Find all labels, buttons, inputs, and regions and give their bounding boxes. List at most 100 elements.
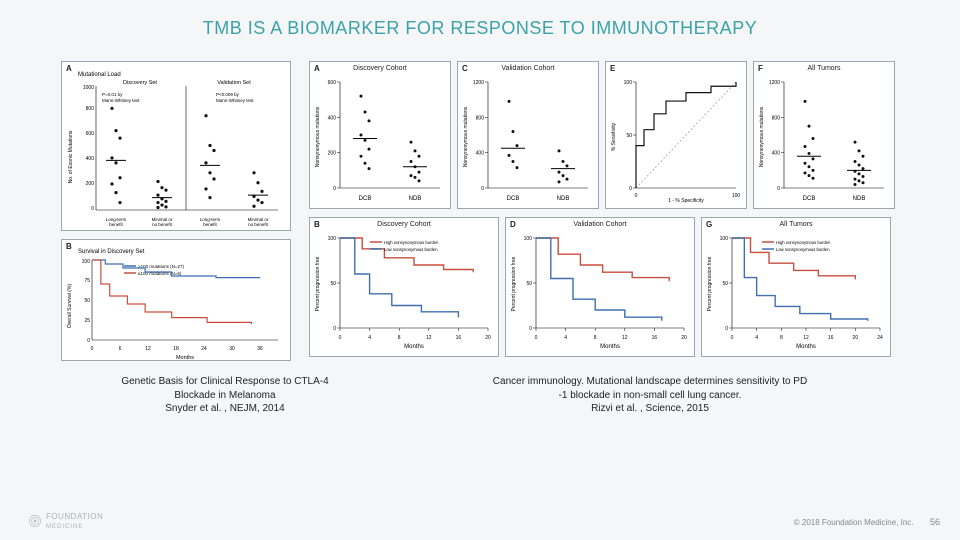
svg-text:20: 20 — [485, 335, 491, 341]
svg-text:0: 0 — [333, 326, 336, 332]
panel-A-mutational-load: A Mutational Load No. of Exonic Mutation… — [61, 61, 291, 231]
svg-text:Mann-Whitney test: Mann-Whitney test — [102, 98, 140, 103]
caption-left: Genetic Basis for Clinical Response to C… — [30, 375, 350, 416]
svg-text:benefit: benefit — [109, 222, 123, 227]
svg-text:24: 24 — [877, 335, 883, 341]
svg-text:Nonsynonymous mutations: Nonsynonymous mutations — [463, 106, 469, 167]
svg-text:0: 0 — [481, 186, 484, 192]
svg-text:0: 0 — [339, 335, 342, 341]
svg-text:800: 800 — [476, 115, 485, 121]
svg-text:36: 36 — [257, 346, 263, 352]
svg-text:0: 0 — [731, 335, 734, 341]
svg-text:400: 400 — [772, 151, 781, 157]
svg-text:0: 0 — [535, 335, 538, 341]
svg-text:24: 24 — [201, 346, 207, 352]
panel-right-E: E % Sensitivity1 - % Specificity05010001… — [605, 61, 747, 209]
caption-right-l3: Rizvi et al. , Science, 2015 — [410, 402, 890, 416]
panel-B-survival: B Survival in Discovery Set Overall Surv… — [61, 239, 291, 361]
svg-text:DCB: DCB — [803, 196, 816, 202]
svg-text:Survival in Discovery Set: Survival in Discovery Set — [78, 249, 145, 255]
svg-text:50: 50 — [626, 133, 632, 139]
svg-text:0: 0 — [635, 193, 638, 199]
svg-text:0: 0 — [91, 206, 94, 212]
svg-text:200: 200 — [328, 151, 337, 157]
svg-text:8: 8 — [780, 335, 783, 341]
svg-text:50: 50 — [722, 281, 728, 287]
svg-text:50: 50 — [330, 281, 336, 287]
svg-text:Months: Months — [796, 344, 816, 350]
title-rD: Validation Cohort — [506, 221, 694, 228]
svg-text:NDB: NDB — [409, 196, 422, 202]
left-figure: A Mutational Load No. of Exonic Mutation… — [61, 61, 291, 361]
panel-right-D: D Validation Cohort Percent progression … — [505, 217, 695, 357]
svg-text:No. of Exonic Mutations: No. of Exonic Mutations — [68, 130, 74, 183]
svg-text:200: 200 — [86, 181, 95, 187]
panel-A-svg: Mutational Load No. of Exonic Mutations … — [62, 62, 292, 232]
svg-text:25: 25 — [84, 318, 90, 324]
svg-text:400: 400 — [476, 151, 485, 157]
panel-B-svg: Survival in Discovery Set Overall Surviv… — [62, 240, 292, 362]
captions: Genetic Basis for Clinical Response to C… — [30, 375, 930, 416]
yticks-A: 0 200 400 600 800 1000 — [83, 85, 94, 212]
svg-text:50: 50 — [526, 281, 532, 287]
svg-text:Percent progression free: Percent progression free — [707, 256, 713, 311]
svg-text:no benefit: no benefit — [152, 222, 173, 227]
svg-text:0: 0 — [777, 186, 780, 192]
svg-text:800: 800 — [772, 115, 781, 121]
svg-text:0: 0 — [725, 326, 728, 332]
panel-right-G: G All Tumors Percent progression freeMon… — [701, 217, 891, 357]
svg-text:8: 8 — [398, 335, 401, 341]
svg-text:0: 0 — [529, 326, 532, 332]
svg-text:600: 600 — [86, 131, 95, 137]
svg-text:16: 16 — [652, 335, 658, 341]
svg-text:Mutational Load: Mutational Load — [78, 72, 121, 78]
svg-text:100: 100 — [720, 236, 729, 242]
svg-text:100: 100 — [328, 236, 337, 242]
svg-text:P<0.009 by: P<0.009 by — [216, 92, 240, 97]
svg-text:75: 75 — [84, 278, 90, 284]
svg-text:High nonsynonymous burden: High nonsynonymous burden — [776, 240, 831, 245]
svg-text:Overall Survival (%): Overall Survival (%) — [67, 284, 73, 329]
panel-label-A: A — [66, 64, 72, 73]
svg-text:100: 100 — [732, 193, 741, 199]
panel-right-B: B Discovery Cohort Percent progression f… — [309, 217, 499, 357]
title-rG: All Tumors — [702, 221, 890, 228]
title-rF: All Tumors — [754, 65, 894, 72]
svg-text:12: 12 — [803, 335, 809, 341]
panel-label-rE: E — [610, 64, 615, 73]
svg-text:12: 12 — [145, 346, 151, 352]
figure-area: A Mutational Load No. of Exonic Mutation… — [30, 61, 930, 361]
svg-text:12: 12 — [622, 335, 628, 341]
svg-text:400: 400 — [328, 115, 337, 121]
copyright: © 2018 Foundation Medicine, Inc. — [794, 518, 914, 527]
page-number: 56 — [930, 517, 940, 527]
svg-text:1200: 1200 — [473, 80, 484, 86]
svg-text:4: 4 — [564, 335, 567, 341]
svg-text:Low nonsynonymous burden: Low nonsynonymous burden — [384, 247, 438, 252]
svg-text:Low nonsynonymous burden: Low nonsynonymous burden — [776, 247, 830, 252]
logo-text: FOUNDATION — [46, 512, 103, 521]
panel-right-A: A Discovery Cohort Nonsynonymous mutatio… — [309, 61, 451, 209]
logo: FOUNDATION MEDICINE — [28, 512, 103, 530]
svg-text:1 - % Specificity: 1 - % Specificity — [668, 198, 704, 204]
svg-text:0: 0 — [333, 186, 336, 192]
svg-text:20: 20 — [853, 335, 859, 341]
svg-text:0: 0 — [87, 338, 90, 344]
slide-title: TMB IS A BIOMARKER FOR RESPONSE TO IMMUN… — [30, 18, 930, 39]
row-ACDEF: A Discovery Cohort Nonsynonymous mutatio… — [309, 61, 899, 209]
svg-text:12: 12 — [426, 335, 432, 341]
caption-right-l1: Cancer immunology. Mutational landscape … — [410, 375, 890, 389]
svg-text:Nonsynonymous mutations: Nonsynonymous mutations — [759, 106, 765, 167]
panel-right-C: C Validation Cohort Nonsynonymous mutati… — [457, 61, 599, 209]
caption-right: Cancer immunology. Mutational landscape … — [410, 375, 930, 416]
title-rB: Discovery Cohort — [310, 221, 498, 228]
caption-left-l2: Blockade in Melanoma — [100, 389, 350, 403]
svg-text:NDB: NDB — [557, 196, 570, 202]
svg-text:Validation Set: Validation Set — [217, 80, 251, 86]
panel-A-points — [110, 107, 263, 209]
svg-text:0: 0 — [629, 186, 632, 192]
row-BDG: B Discovery Cohort Percent progression f… — [309, 217, 899, 357]
right-figure: A Discovery Cohort Nonsynonymous mutatio… — [309, 61, 899, 357]
svg-text:% Sensitivity: % Sensitivity — [611, 122, 617, 151]
caption-left-l3: Snyder et al. , NEJM, 2014 — [100, 402, 350, 416]
